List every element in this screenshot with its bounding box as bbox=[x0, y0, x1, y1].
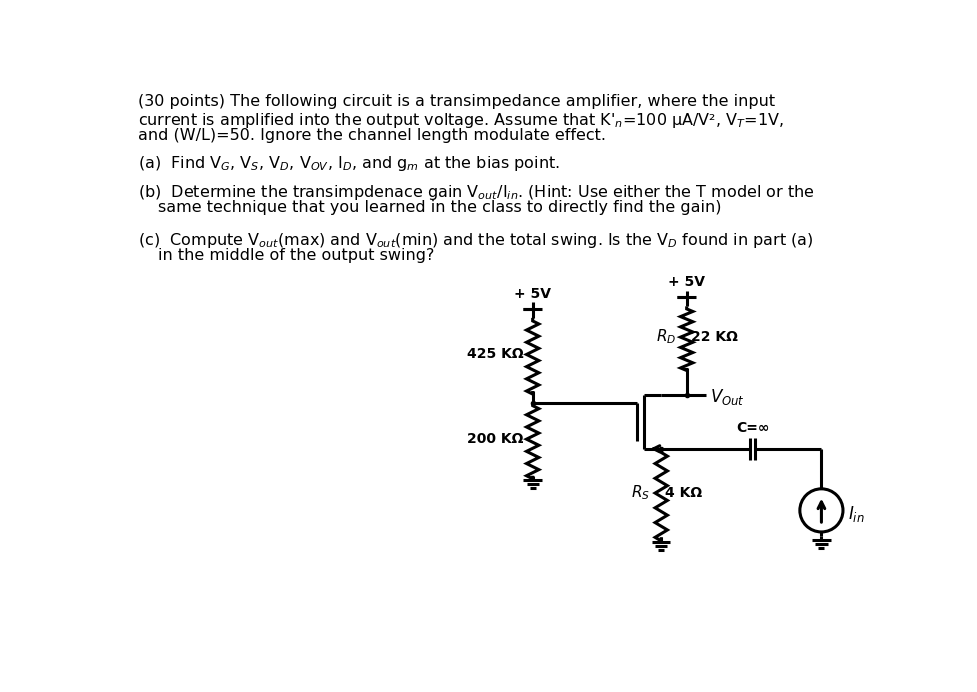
Text: + 5V: + 5V bbox=[668, 275, 705, 289]
Text: (a)  Find V$_G$, V$_S$, V$_D$, V$_{OV}$, I$_D$, and g$_m$ at the bias point.: (a) Find V$_G$, V$_S$, V$_D$, V$_{OV}$, … bbox=[139, 154, 560, 173]
Text: $I_{in}$: $I_{in}$ bbox=[848, 504, 865, 525]
Text: $V_{Out}$: $V_{Out}$ bbox=[709, 388, 744, 407]
Text: current is amplified into the output voltage. Assume that K'$_n$=100 μA/V², V$_T: current is amplified into the output vol… bbox=[139, 111, 785, 130]
Text: (30 points) The following circuit is a transimpedance amplifier, where the input: (30 points) The following circuit is a t… bbox=[139, 94, 776, 109]
Text: and (W/L)=50. Ignore the channel length modulate effect.: and (W/L)=50. Ignore the channel length … bbox=[139, 128, 607, 143]
Text: $R_D$: $R_D$ bbox=[656, 328, 676, 347]
Text: C=∞: C=∞ bbox=[736, 421, 769, 435]
Text: (c)  Compute V$_{out}$(max) and V$_{out}$(min) and the total swing. Is the V$_D$: (c) Compute V$_{out}$(max) and V$_{out}$… bbox=[139, 231, 814, 250]
Text: + 5V: + 5V bbox=[514, 287, 551, 301]
Text: same technique that you learned in the class to directly find the gain): same technique that you learned in the c… bbox=[158, 200, 722, 215]
Text: in the middle of the output swing?: in the middle of the output swing? bbox=[158, 248, 435, 263]
Text: 22 KΩ: 22 KΩ bbox=[691, 330, 738, 344]
Text: $R_S$: $R_S$ bbox=[631, 484, 651, 502]
Text: (b)  Determine the transimpdenace gain V$_{out}$/I$_{in}$. (Hint: Use either the: (b) Determine the transimpdenace gain V$… bbox=[139, 183, 815, 202]
Text: 200 KΩ: 200 KΩ bbox=[467, 432, 524, 446]
Text: 4 KΩ: 4 KΩ bbox=[665, 486, 702, 500]
Text: 425 KΩ: 425 KΩ bbox=[467, 347, 524, 361]
